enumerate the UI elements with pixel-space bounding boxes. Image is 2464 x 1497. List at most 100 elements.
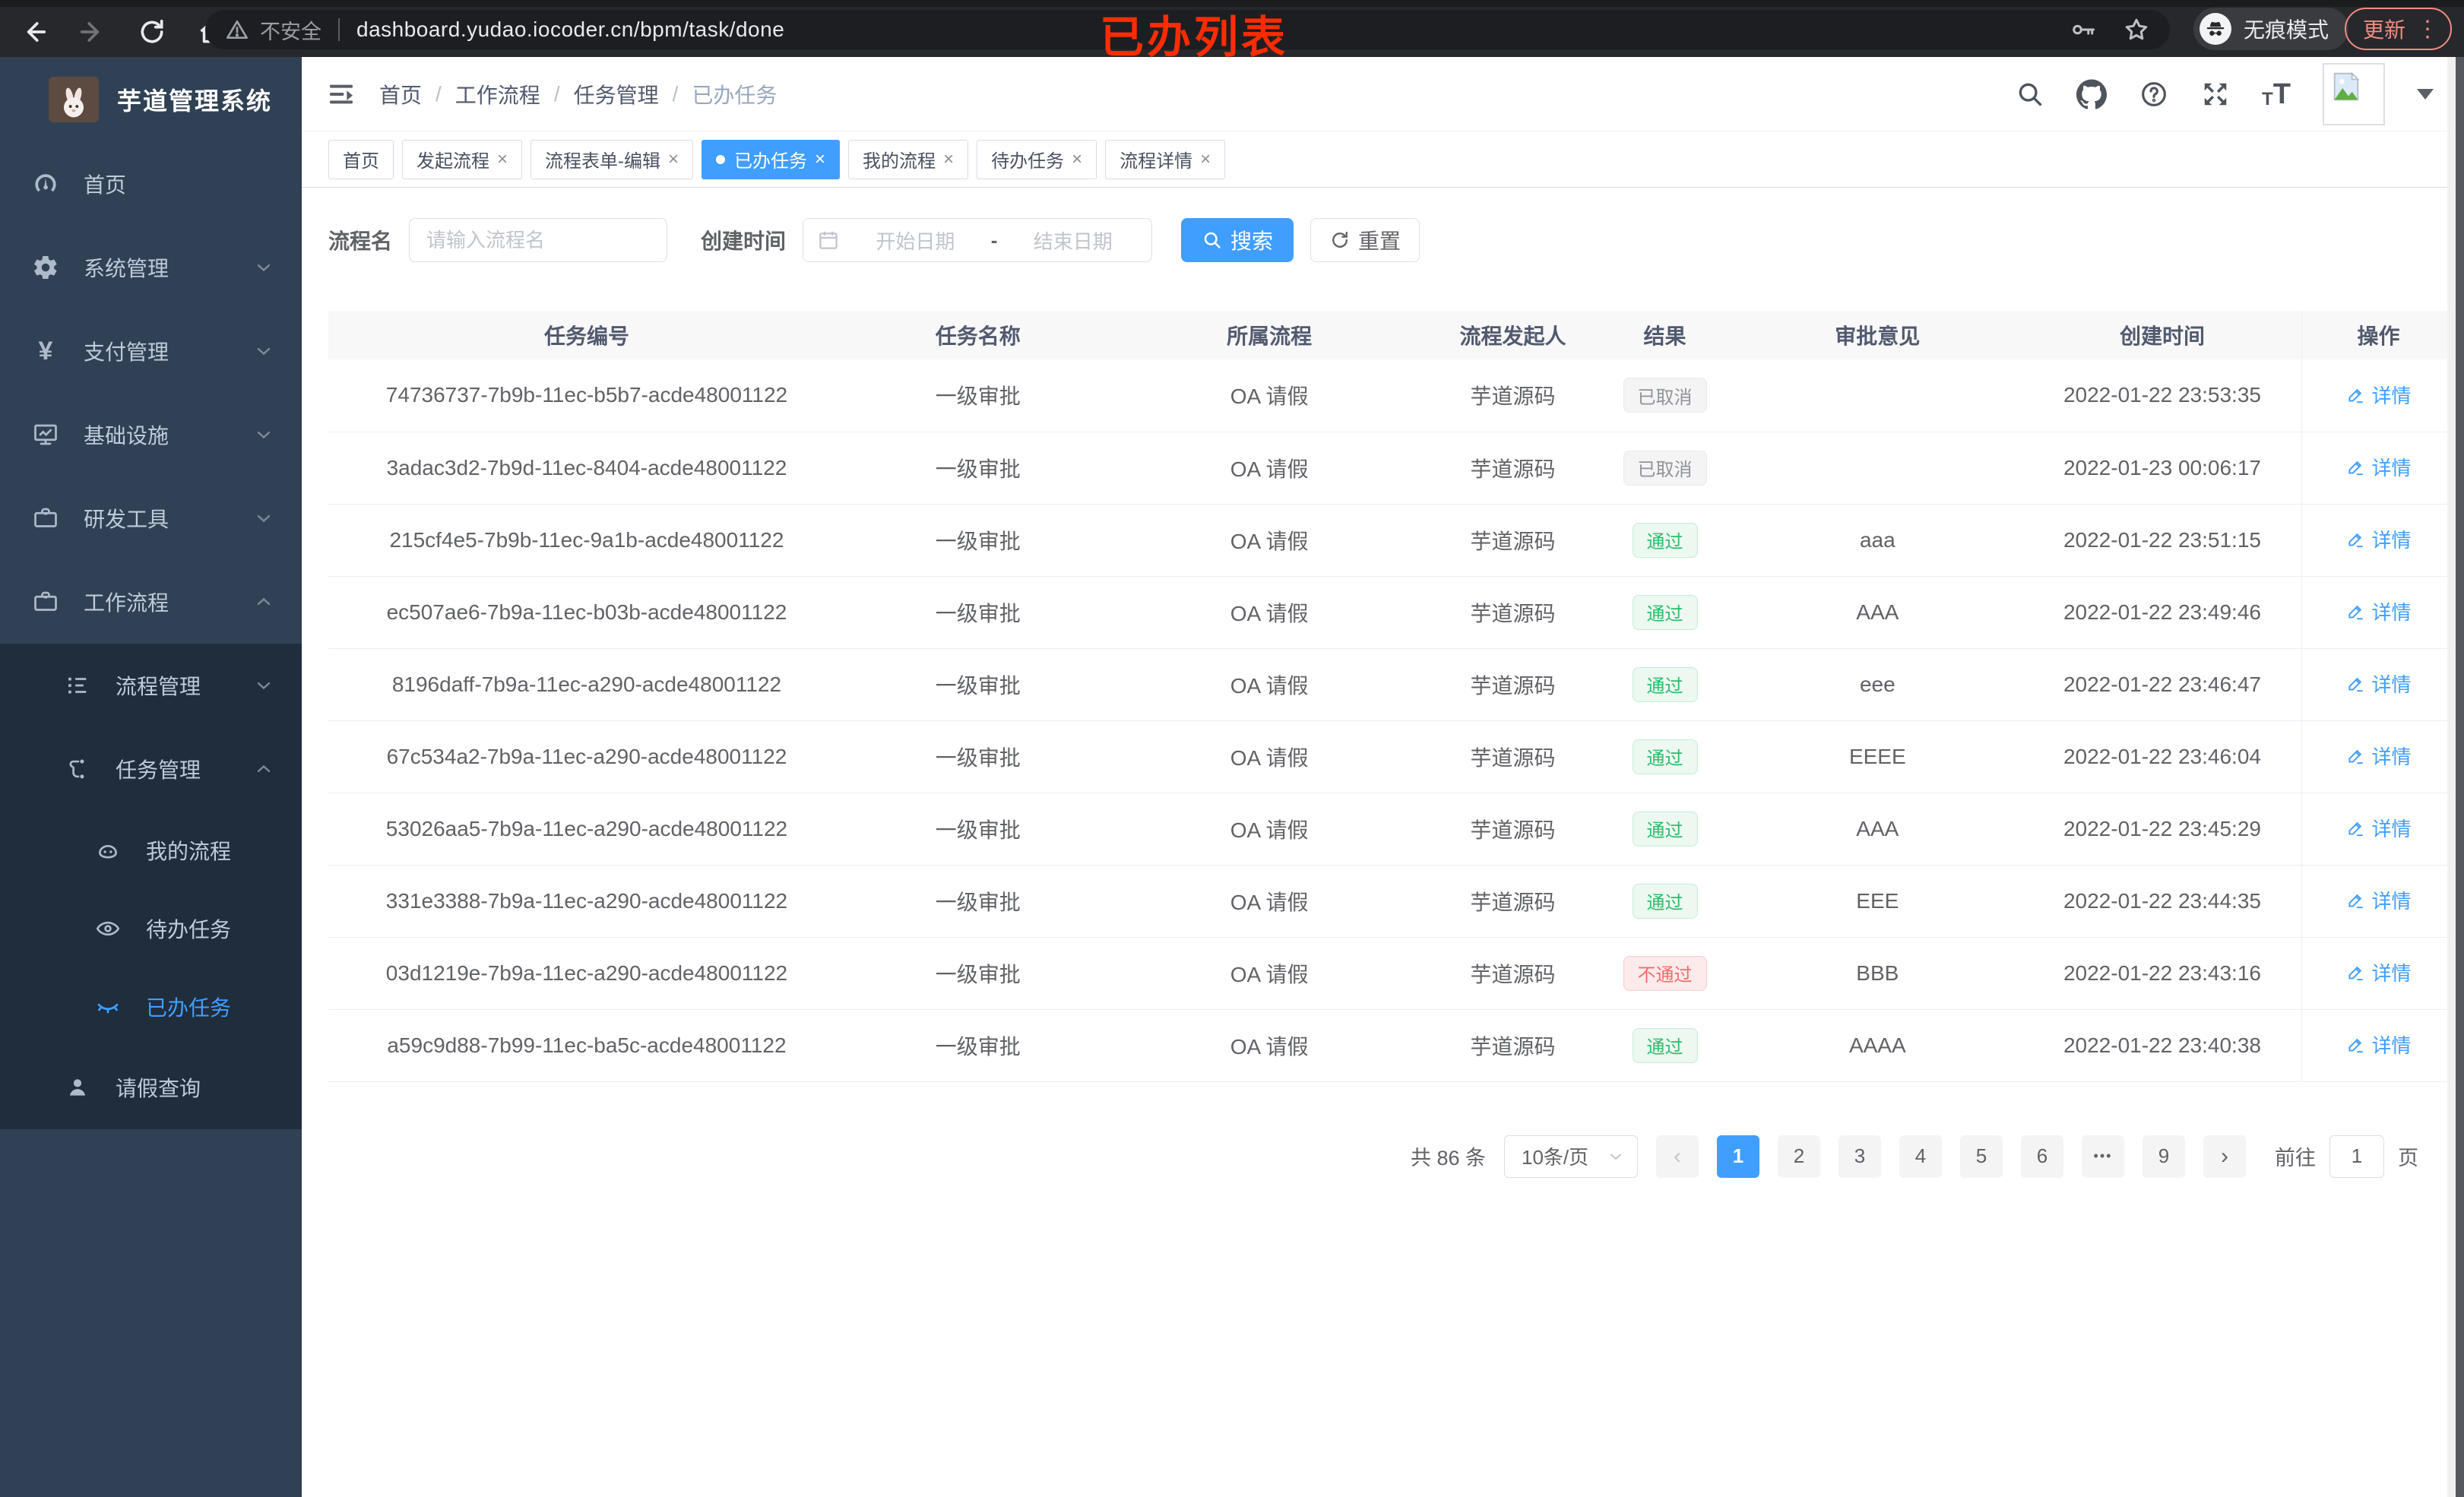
browser-menu-icon[interactable]: ⋮ xyxy=(2416,16,2440,42)
sidebar-item-workflow[interactable]: 工作流程 xyxy=(0,560,302,644)
tab-done-tasks[interactable]: 已办任务 × xyxy=(702,139,841,179)
sidebar-item-process-management[interactable]: 流程管理 xyxy=(0,644,302,727)
pagination-page-4[interactable]: 4 xyxy=(1899,1135,1942,1178)
tab-close-icon[interactable]: × xyxy=(1200,148,1211,169)
sidebar-item-done-tasks[interactable]: 已办任务 xyxy=(0,967,302,1046)
pagination-page-5[interactable]: 5 xyxy=(1960,1135,2003,1178)
page-size-select[interactable]: 10条/页 xyxy=(1504,1135,1638,1178)
tab-close-icon[interactable]: × xyxy=(668,148,679,169)
pagination-goto-input[interactable] xyxy=(2329,1135,2384,1178)
user-avatar[interactable] xyxy=(2323,62,2385,125)
cell-create-time: 2022-01-23 00:06:17 xyxy=(2022,432,2302,505)
help-button[interactable] xyxy=(2139,79,2169,109)
cell-process: OA 请假 xyxy=(1110,865,1428,938)
detail-link[interactable]: 详情 xyxy=(2345,669,2412,698)
detail-link[interactable]: 详情 xyxy=(2345,742,2412,770)
detail-link[interactable]: 详情 xyxy=(2345,814,2412,842)
header-search-button[interactable] xyxy=(2016,80,2044,109)
tab-home[interactable]: 首页 xyxy=(328,139,394,179)
sidebar-item-infrastructure[interactable]: 基础设施 xyxy=(0,393,302,476)
pagination-page-3[interactable]: 3 xyxy=(1838,1135,1881,1178)
sidebar-item-label: 任务管理 xyxy=(116,758,201,782)
detail-link-label: 详情 xyxy=(2371,457,2412,480)
tab-close-icon[interactable]: × xyxy=(1072,148,1083,169)
date-range-picker[interactable]: 开始日期 - 结束日期 xyxy=(803,218,1153,262)
sidebar-item-home[interactable]: 首页 xyxy=(0,142,302,226)
sidebar-collapse-button[interactable] xyxy=(323,76,359,112)
sidebar-item-todo-tasks[interactable]: 待办任务 xyxy=(0,889,302,967)
table-row: 03d1219e-7b9a-11ec-a290-acde48001122 一级审… xyxy=(328,937,2455,1010)
sidebar-item-devtools[interactable]: 研发工具 xyxy=(0,476,302,560)
status-badge: 通过 xyxy=(1632,811,1698,847)
avatar-dropdown-caret-icon[interactable] xyxy=(2417,88,2434,100)
reset-button[interactable]: 重置 xyxy=(1310,218,1420,262)
tab-todo-tasks[interactable]: 待办任务 × xyxy=(977,139,1097,179)
pagination-page-9[interactable]: 9 xyxy=(2143,1135,2185,1178)
url-text[interactable]: dashboard.yudao.iocoder.cn/bpm/task/done xyxy=(356,17,785,41)
app-logo-row[interactable]: 芋道管理系统 xyxy=(0,57,302,142)
sidebar-item-system[interactable]: 系统管理 xyxy=(0,226,302,309)
detail-link-label: 详情 xyxy=(2371,529,2412,552)
tab-process-form-edit[interactable]: 流程表单-编辑 × xyxy=(530,139,694,179)
detail-link[interactable]: 详情 xyxy=(2345,1030,2412,1059)
cell-task-name: 一级审批 xyxy=(844,1009,1111,1082)
active-tab-dot xyxy=(716,154,726,164)
sidebar-item-payment[interactable]: ¥ 支付管理 xyxy=(0,309,302,393)
pagination-page-6[interactable]: 6 xyxy=(2021,1135,2063,1178)
security-label: 不安全 xyxy=(260,20,321,43)
tab-process-detail[interactable]: 流程详情 × xyxy=(1105,139,1226,179)
tab-close-icon[interactable]: × xyxy=(943,148,955,169)
sidebar-item-leave-query[interactable]: 请假查询 xyxy=(0,1046,302,1129)
cell-process: OA 请假 xyxy=(1110,1009,1428,1082)
tab-label: 我的流程 xyxy=(863,151,936,172)
browser-back-button[interactable] xyxy=(17,15,50,49)
tab-close-icon[interactable]: × xyxy=(497,148,508,169)
detail-link[interactable]: 详情 xyxy=(2345,453,2412,481)
calendar-icon xyxy=(819,231,838,249)
done-tasks-table: 任务编号 任务名称 所属流程 流程发起人 结果 审批意见 创建时间 操作 747… xyxy=(328,311,2455,1082)
process-name-input[interactable] xyxy=(409,218,668,262)
cell-task-id: 3adac3d2-7b9d-11ec-8404-acde48001122 xyxy=(328,432,845,505)
tab-start-process[interactable]: 发起流程 × xyxy=(402,139,523,179)
browser-reload-button[interactable] xyxy=(135,15,169,49)
detail-link[interactable]: 详情 xyxy=(2345,958,2412,986)
sidebar-item-my-process[interactable]: 我的流程 xyxy=(0,811,302,889)
sidebar-item-task-management[interactable]: 任务管理 xyxy=(0,727,302,811)
fullscreen-button[interactable] xyxy=(2201,80,2230,109)
github-link-button[interactable] xyxy=(2076,78,2108,109)
pagination-more-button[interactable]: ••• xyxy=(2082,1135,2124,1178)
detail-link[interactable]: 详情 xyxy=(2345,886,2412,914)
refresh-icon xyxy=(1332,232,1348,248)
breadcrumb-item-home[interactable]: 首页 xyxy=(379,83,423,107)
bookmark-star-icon[interactable] xyxy=(2123,16,2150,43)
page-scrollbar[interactable] xyxy=(2447,57,2464,1497)
tab-label: 流程表单-编辑 xyxy=(545,151,661,172)
breadcrumb: 首页 / 工作流程 / 任务管理 / 已办任务 xyxy=(379,79,777,109)
detail-link[interactable]: 详情 xyxy=(2345,525,2412,553)
browser-update-button[interactable]: 更新 ⋮ xyxy=(2344,8,2452,50)
search-button[interactable]: 搜索 xyxy=(1181,218,1294,262)
tab-close-icon[interactable]: × xyxy=(815,148,826,169)
browser-forward-button[interactable] xyxy=(76,15,109,49)
pagination-prev-button[interactable]: ‹ xyxy=(1656,1135,1699,1178)
tab-my-process[interactable]: 我的流程 × xyxy=(848,139,969,179)
column-header-task-id: 任务编号 xyxy=(328,311,845,359)
end-date-placeholder[interactable]: 结束日期 xyxy=(1033,229,1113,253)
address-bar[interactable]: 不安全 dashboard.yudao.iocoder.cn/bpm/task/… xyxy=(205,10,2170,49)
scrollbar-thumb[interactable] xyxy=(2456,57,2464,1497)
detail-link[interactable]: 详情 xyxy=(2345,597,2412,625)
detail-link[interactable]: 详情 xyxy=(2345,381,2412,409)
address-bar-divider xyxy=(338,18,340,41)
pagination-page-1[interactable]: 1 xyxy=(1717,1135,1759,1178)
column-header-result: 结果 xyxy=(1598,311,1732,359)
cell-task-name: 一级审批 xyxy=(844,576,1111,649)
password-key-icon[interactable] xyxy=(2070,16,2097,43)
pagination-page-2[interactable]: 2 xyxy=(1778,1135,1820,1178)
breadcrumb-item-workflow[interactable]: 工作流程 xyxy=(454,83,540,107)
sidebar-item-label: 请假查询 xyxy=(116,1077,201,1100)
breadcrumb-item-task-management[interactable]: 任务管理 xyxy=(573,83,659,107)
start-date-placeholder[interactable]: 开始日期 xyxy=(876,229,955,253)
broken-image-icon xyxy=(2333,71,2360,100)
pagination-next-button[interactable]: › xyxy=(2203,1135,2246,1178)
